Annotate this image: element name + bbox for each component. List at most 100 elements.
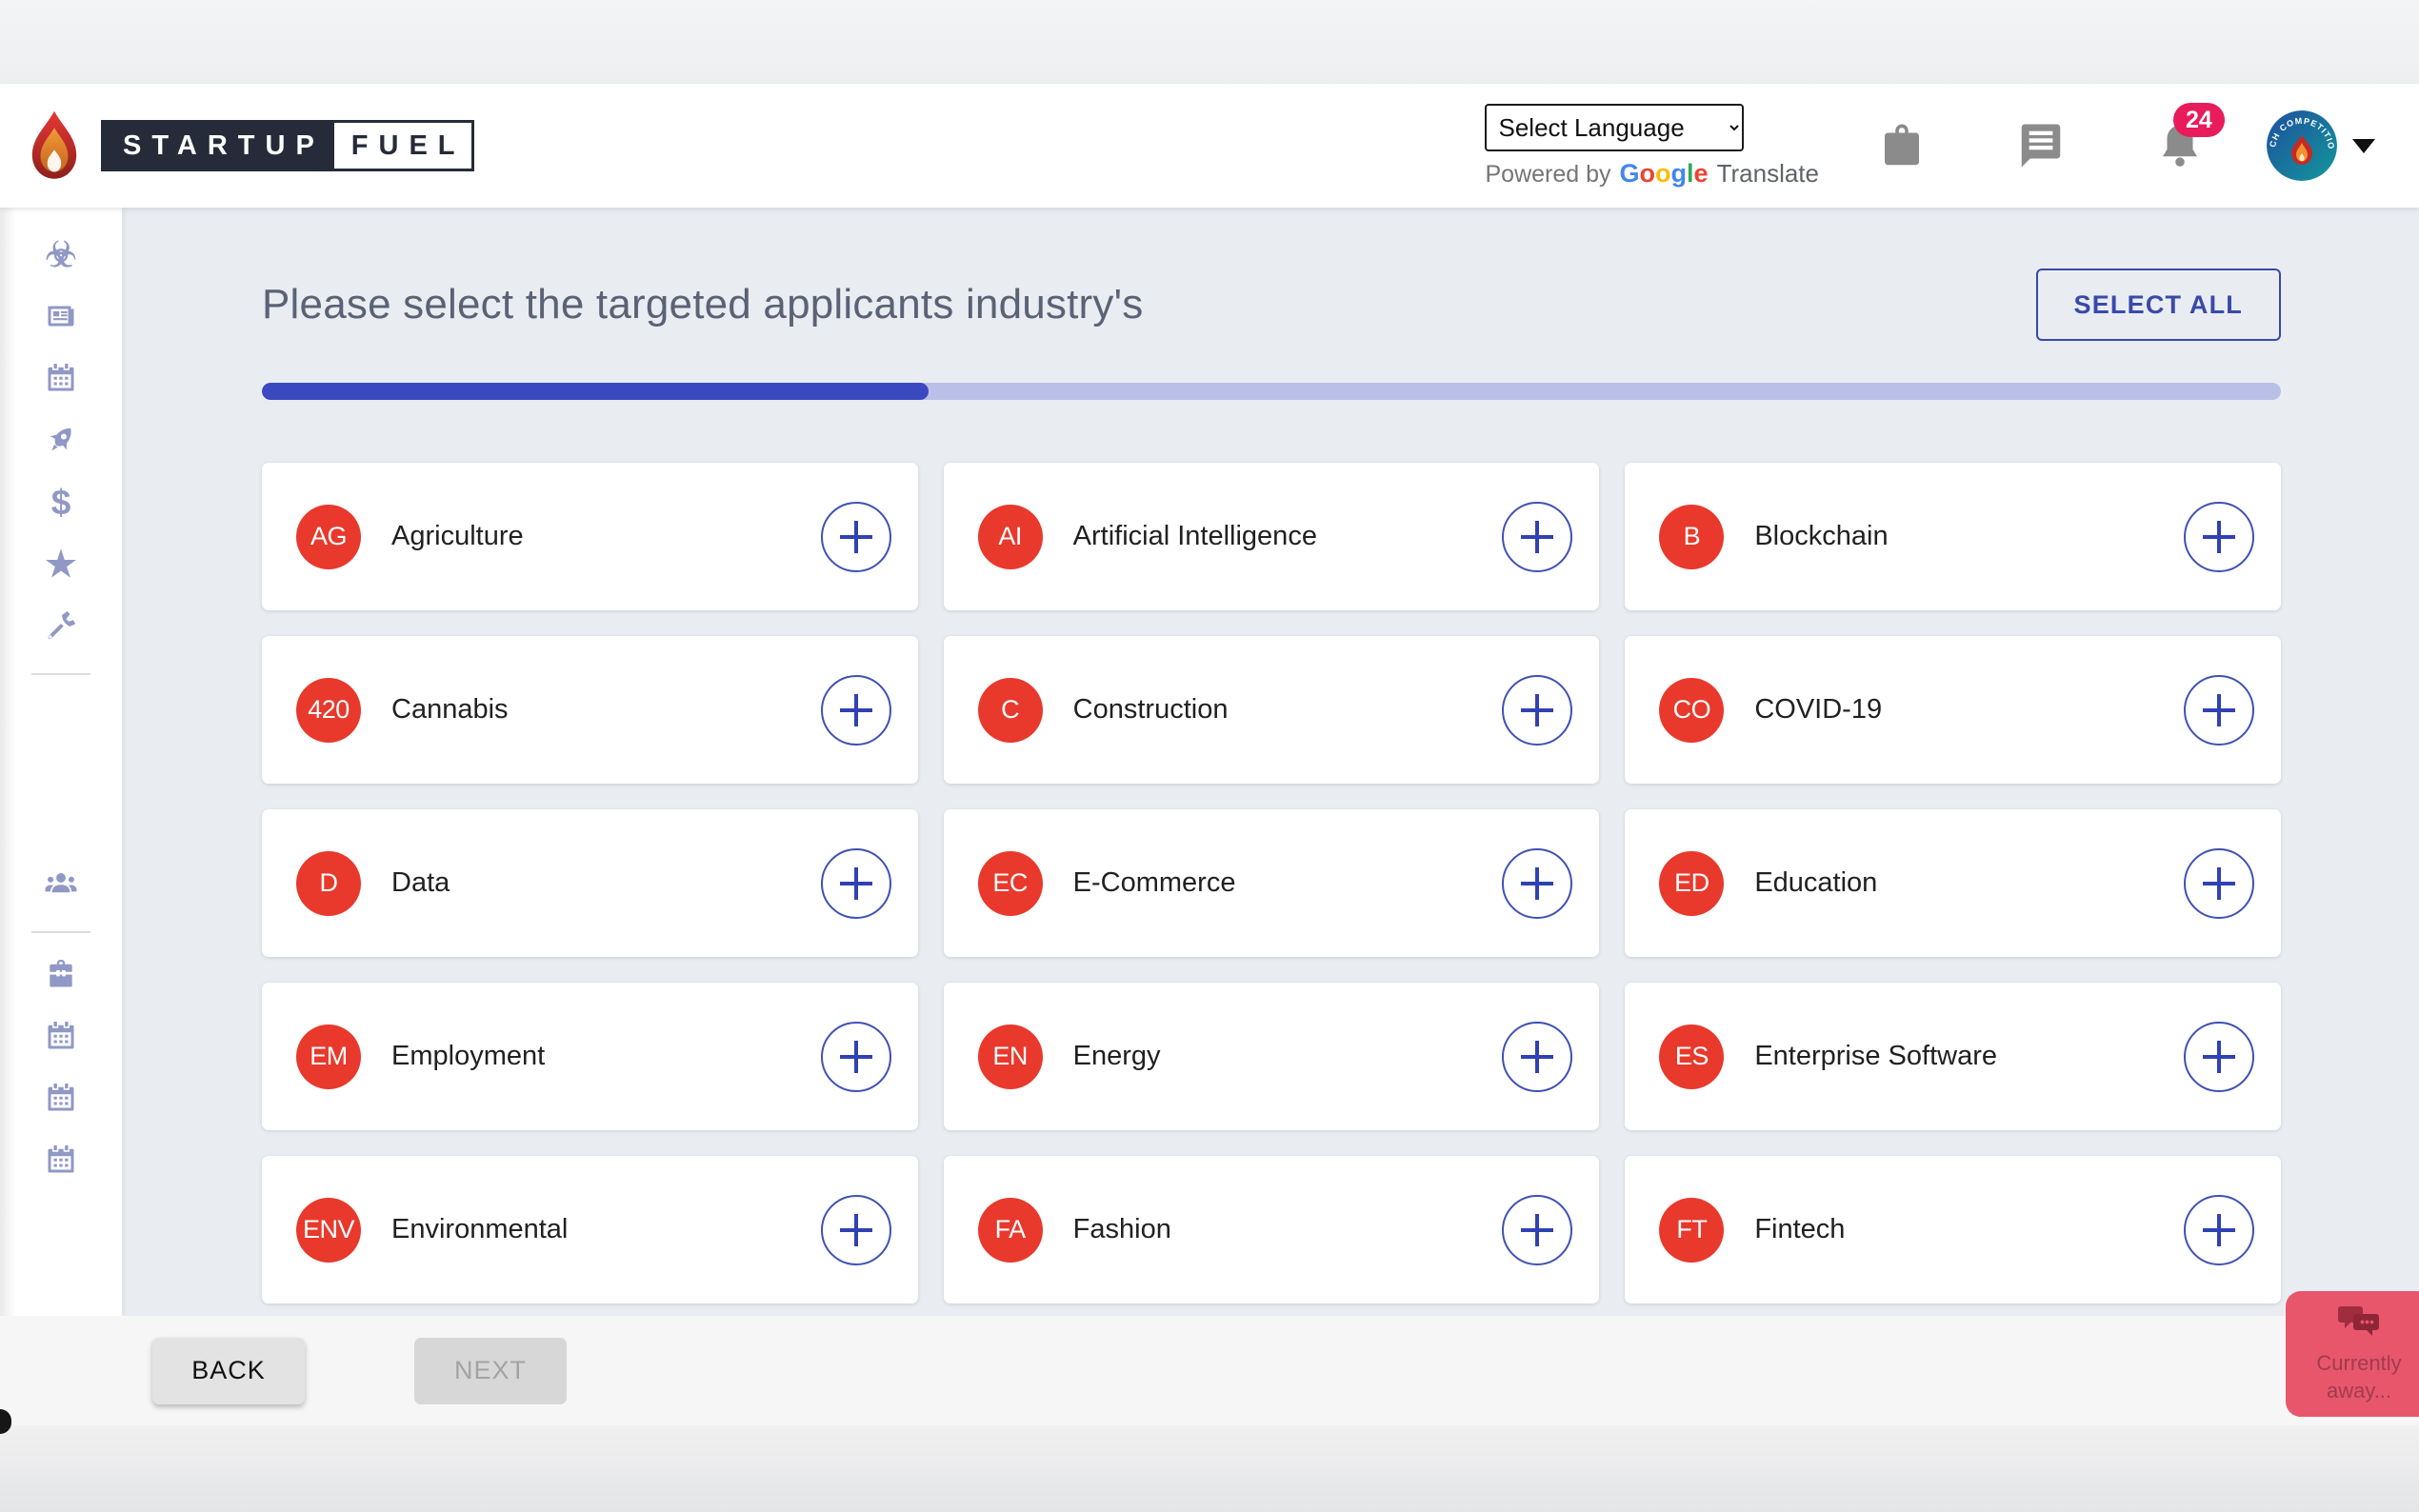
sidebar-item-users[interactable]	[43, 865, 79, 902]
plus-icon	[2203, 1040, 2235, 1073]
next-button[interactable]: NEXT	[414, 1337, 567, 1404]
sidebar-item-launch[interactable]	[35, 414, 87, 466]
chat-status-widget[interactable]: Currently away...	[2286, 1278, 2419, 1428]
tools-icon	[48, 611, 76, 640]
plus-icon	[2203, 520, 2235, 553]
select-all-button[interactable]: SELECT ALL	[2035, 269, 2281, 341]
add-industry-button[interactable]	[2184, 1021, 2254, 1092]
plus-icon	[839, 693, 872, 726]
briefcase-icon[interactable]	[1876, 118, 1928, 173]
add-industry-button[interactable]	[820, 501, 891, 572]
industry-card: D Data	[262, 809, 918, 957]
back-button[interactable]: BACK	[152, 1337, 305, 1404]
industry-card: EM Employment	[262, 983, 918, 1130]
sidebar-item-calendar-3[interactable]	[43, 1080, 79, 1116]
industry-card: B Blockchain	[1625, 463, 2281, 610]
industry-avatar: AG	[296, 504, 361, 569]
plus-icon	[839, 520, 872, 553]
bottom-letterbox-band	[0, 1425, 2419, 1512]
dollar-icon: $	[50, 482, 71, 522]
sidebar-item-toolbox[interactable]	[43, 956, 79, 992]
brand-word-startup: STARTUP	[104, 123, 334, 169]
powered-by-label: Powered by	[1485, 160, 1611, 188]
industry-name: E-Commerce	[1072, 867, 1236, 898]
chevron-down-icon[interactable]	[2352, 138, 2375, 153]
calendar-icon	[48, 1145, 74, 1173]
google-translate-widget: Select Language Powered by Google Transl…	[1485, 103, 1819, 189]
sidebar-item-favorites[interactable]: ★	[43, 546, 79, 582]
industry-name: Energy	[1072, 1041, 1161, 1071]
users-icon	[45, 873, 77, 893]
brand-logo[interactable]: STARTUP FUEL	[27, 108, 474, 184]
industry-name: Education	[1754, 867, 1878, 898]
industry-name: Construction	[1072, 694, 1229, 725]
add-industry-button[interactable]	[2184, 847, 2254, 919]
star-icon: ★	[45, 544, 77, 584]
industry-card: EN Energy	[943, 983, 1600, 1130]
chat-bubbles-icon	[2338, 1306, 2379, 1337]
industry-avatar: ES	[1659, 1024, 1725, 1089]
industry-avatar: EN	[977, 1024, 1043, 1089]
industry-name: Fintech	[1754, 1214, 1846, 1244]
add-industry-button[interactable]	[1502, 847, 1573, 919]
progress-bar	[262, 383, 2281, 400]
industry-card: CO COVID-19	[1625, 636, 2281, 784]
translate-attribution: Powered by Google Translate	[1485, 159, 1819, 189]
industry-name: Environmental	[391, 1214, 569, 1244]
add-industry-button[interactable]	[2184, 501, 2254, 572]
notifications-bell-icon[interactable]: 24	[2154, 103, 2225, 173]
main-content: Please select the targeted applicants in…	[122, 208, 2419, 1316]
industry-avatar: ED	[1659, 850, 1725, 916]
newspaper-icon	[48, 306, 74, 327]
add-industry-button[interactable]	[820, 847, 891, 919]
add-industry-button[interactable]	[820, 674, 891, 746]
account-menu[interactable]: PITCH COMPETITIONS	[2267, 110, 2375, 181]
add-industry-button[interactable]	[820, 1194, 891, 1265]
sidebar-item-calendar-2[interactable]	[43, 1018, 79, 1054]
add-industry-button[interactable]	[2184, 1194, 2254, 1265]
industry-name: Artificial Intelligence	[1072, 521, 1317, 551]
sidebar-item-news[interactable]	[43, 298, 79, 334]
sidebar-nav: ☣ $ ★	[0, 208, 122, 1316]
sidebar-divider	[31, 931, 90, 933]
avatar[interactable]: PITCH COMPETITIONS	[2267, 110, 2337, 181]
industry-avatar: CO	[1659, 677, 1725, 743]
industry-name: Enterprise Software	[1754, 1041, 1997, 1071]
industry-grid: AG Agriculture AI Artificial Intelligenc…	[262, 463, 2281, 1303]
chat-status-text: Currently away...	[2316, 1351, 2402, 1403]
sidebar-item-calendar-4[interactable]	[43, 1142, 79, 1178]
sidebar-item-biohazard[interactable]: ☣	[43, 236, 79, 272]
header-controls: Select Language Powered by Google Transl…	[1485, 103, 2419, 189]
industry-card: AI Artificial Intelligence	[943, 463, 1600, 610]
add-industry-button[interactable]	[1502, 1194, 1573, 1265]
industry-name: Blockchain	[1754, 521, 1889, 551]
sidebar-item-calendar[interactable]	[43, 360, 79, 396]
language-select[interactable]: Select Language	[1485, 103, 1745, 151]
sidebar-item-tools[interactable]	[43, 607, 79, 644]
industry-card: EC E-Commerce	[943, 809, 1600, 957]
industry-name: Fashion	[1072, 1214, 1171, 1244]
brand-wordmark: STARTUP FUEL	[101, 120, 474, 171]
industry-avatar: ENV	[296, 1197, 361, 1263]
sidebar-divider	[31, 673, 90, 675]
calendar-icon	[48, 1022, 74, 1049]
calendar-icon	[48, 364, 74, 391]
plus-icon	[839, 866, 872, 900]
google-logo-text: Google	[1619, 158, 1709, 188]
industry-card: ES Enterprise Software	[1625, 983, 2281, 1130]
add-industry-button[interactable]	[1502, 674, 1573, 746]
sidebar-item-funding[interactable]: $	[43, 484, 79, 520]
industry-name: COVID-19	[1754, 694, 1883, 725]
industry-name: Data	[391, 867, 450, 898]
chat-icon[interactable]	[2015, 118, 2067, 173]
top-letterbox-band	[0, 0, 2419, 84]
industry-name: Employment	[391, 1041, 546, 1071]
industry-avatar: AI	[977, 504, 1043, 569]
industry-card: 420 Cannabis	[262, 636, 918, 784]
add-industry-button[interactable]	[1502, 1021, 1573, 1092]
plus-icon	[1521, 866, 1554, 900]
add-industry-button[interactable]	[820, 1021, 891, 1092]
add-industry-button[interactable]	[2184, 674, 2254, 746]
add-industry-button[interactable]	[1502, 501, 1573, 572]
industry-avatar: EM	[296, 1024, 361, 1089]
